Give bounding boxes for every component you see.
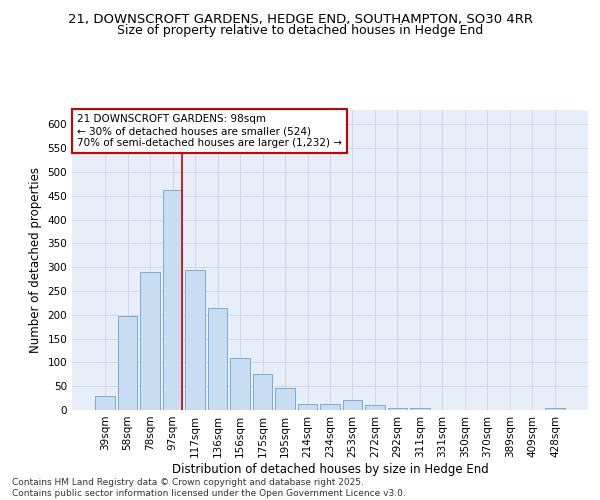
Bar (95, 396, 115, 410)
Bar (185, 270, 205, 410)
Bar (253, 374, 272, 410)
Bar (365, 405, 385, 410)
Bar (343, 400, 362, 410)
Bar (388, 408, 407, 410)
Bar (298, 404, 317, 410)
Bar (118, 316, 137, 410)
Text: 21, DOWNSCROFT GARDENS, HEDGE END, SOUTHAMPTON, SO30 4RR: 21, DOWNSCROFT GARDENS, HEDGE END, SOUTH… (67, 12, 533, 26)
Bar (230, 358, 250, 410)
Text: Contains HM Land Registry data © Crown copyright and database right 2025.
Contai: Contains HM Land Registry data © Crown c… (12, 478, 406, 498)
Text: Size of property relative to detached houses in Hedge End: Size of property relative to detached ho… (117, 24, 483, 37)
Bar (545, 408, 565, 410)
Text: 21 DOWNSCROFT GARDENS: 98sqm
← 30% of detached houses are smaller (524)
70% of s: 21 DOWNSCROFT GARDENS: 98sqm ← 30% of de… (77, 114, 342, 148)
Y-axis label: Number of detached properties: Number of detached properties (29, 167, 42, 353)
Bar (410, 408, 430, 410)
Bar (320, 404, 340, 410)
Bar (208, 308, 227, 410)
Bar (140, 272, 160, 410)
X-axis label: Distribution of detached houses by size in Hedge End: Distribution of detached houses by size … (172, 462, 488, 475)
Bar (163, 190, 182, 410)
Bar (275, 388, 295, 410)
